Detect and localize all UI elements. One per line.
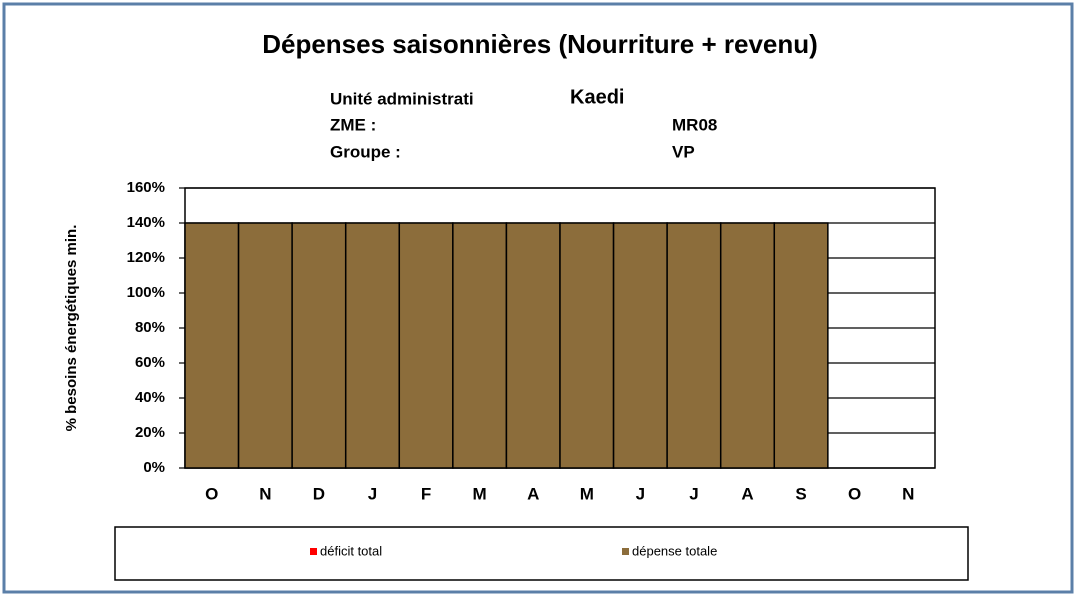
x-tick-label: A — [741, 484, 753, 503]
x-tick-label: D — [313, 484, 325, 503]
y-tick-label: 0% — [143, 459, 165, 476]
bar — [666, 222, 722, 469]
bar — [559, 222, 615, 469]
x-tick-label: S — [795, 484, 806, 503]
x-tick-label: F — [421, 484, 431, 503]
legend-marker — [622, 548, 629, 555]
y-tick-label: 80% — [135, 319, 165, 336]
y-tick-label: 160% — [127, 179, 165, 196]
y-tick-label: 140% — [127, 214, 165, 231]
chart-title: Dépenses saisonnières (Nourriture + reve… — [262, 29, 818, 59]
info-label: Groupe : — [330, 142, 401, 161]
bar — [237, 222, 293, 469]
y-tick-label: 20% — [135, 424, 165, 441]
info-value: Kaedi — [570, 86, 624, 108]
bar — [505, 222, 561, 469]
y-tick-label: 60% — [135, 354, 165, 371]
legend-marker — [310, 548, 317, 555]
x-tick-label: J — [368, 484, 377, 503]
info-value: VP — [672, 142, 695, 161]
x-tick-label: M — [580, 484, 594, 503]
bar — [291, 222, 347, 469]
legend-box — [114, 526, 969, 581]
bar — [452, 222, 508, 469]
bar — [344, 222, 401, 469]
bar — [184, 222, 240, 469]
y-tick-label: 100% — [127, 284, 165, 301]
info-label: Unité administrati — [330, 89, 474, 108]
x-tick-label: N — [259, 484, 271, 503]
bar — [773, 222, 829, 469]
bar — [398, 222, 454, 469]
x-tick-label: J — [689, 484, 698, 503]
y-tick-label: 40% — [135, 389, 165, 406]
legend-label: dépense totale — [632, 543, 717, 558]
x-tick-label: M — [473, 484, 487, 503]
y-axis-label: % besoins énergétiques min. — [63, 225, 80, 432]
legend-label: déficit total — [320, 543, 382, 558]
x-tick-label: O — [205, 484, 218, 503]
bar — [719, 222, 776, 469]
x-tick-label: A — [527, 484, 539, 503]
y-tick-label: 120% — [127, 249, 165, 266]
x-tick-label: N — [902, 484, 914, 503]
info-value: MR08 — [672, 115, 717, 134]
bar — [612, 222, 668, 469]
x-tick-label: J — [636, 484, 645, 503]
x-tick-label: O — [848, 484, 861, 503]
info-label: ZME : — [330, 115, 376, 134]
